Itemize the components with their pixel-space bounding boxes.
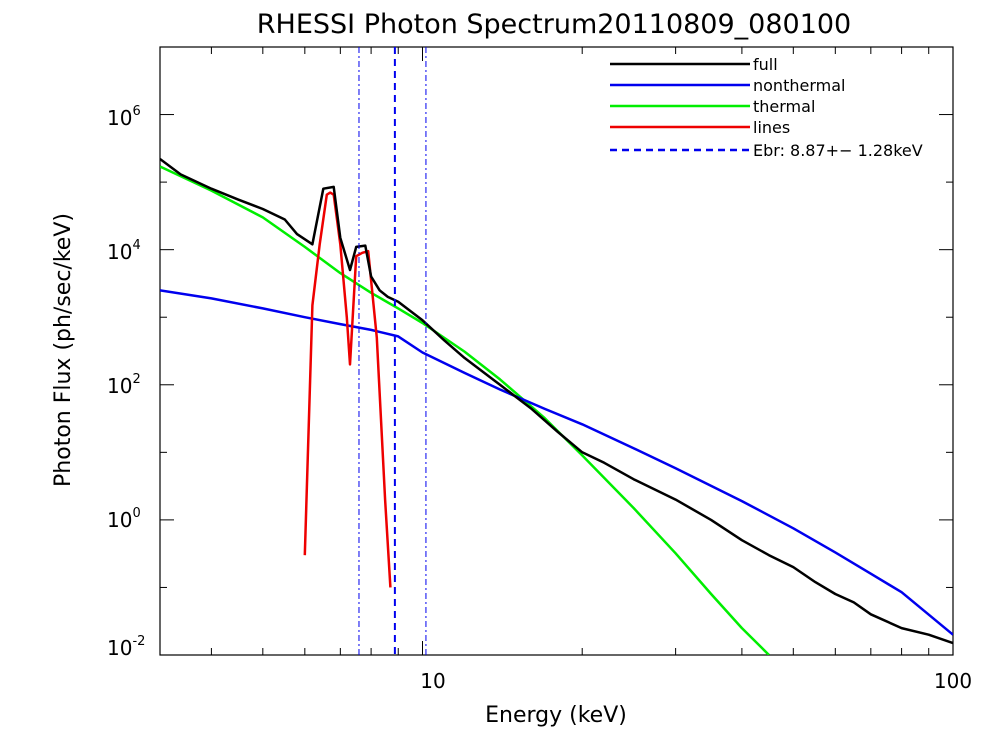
x-tick-labels: 10 100 [420,669,972,693]
x-axis-label: Energy (keV) [485,703,627,728]
y-tick-label: 104 [107,238,141,264]
legend-label-lines: lines [753,118,790,137]
plot-area [159,46,954,656]
axis-ticks [160,46,954,656]
x-tick-label: 100 [934,669,972,693]
x-tick-label: 10 [420,669,445,693]
chart-title: RHESSI Photon Spectrum20110809_080100 [257,9,852,40]
nonthermal-curve [160,289,953,636]
y-axis-label: Photon Flux (ph/sec/keV) [51,213,76,487]
y-tick-labels: 10-2 100 102 104 106 [107,104,145,660]
legend-label-nonthermal: nonthermal [753,76,845,95]
y-tick-label: 102 [107,372,141,398]
full-curve [160,157,953,645]
data-lines [160,47,953,655]
y-tick-label: 10-2 [107,634,145,660]
y-tick-label: 106 [107,104,141,130]
legend-label-ebr: Ebr: 8.87+− 1.28keV [753,141,923,160]
legend-label-full: full [753,55,778,74]
legend: full nonthermal thermal lines Ebr: 8.87+… [610,55,923,160]
y-tick-label: 100 [107,506,141,532]
plot-frame [159,46,954,656]
lines-curve [303,191,392,588]
legend-label-thermal: thermal [753,97,815,116]
thermal-curve [160,165,770,655]
